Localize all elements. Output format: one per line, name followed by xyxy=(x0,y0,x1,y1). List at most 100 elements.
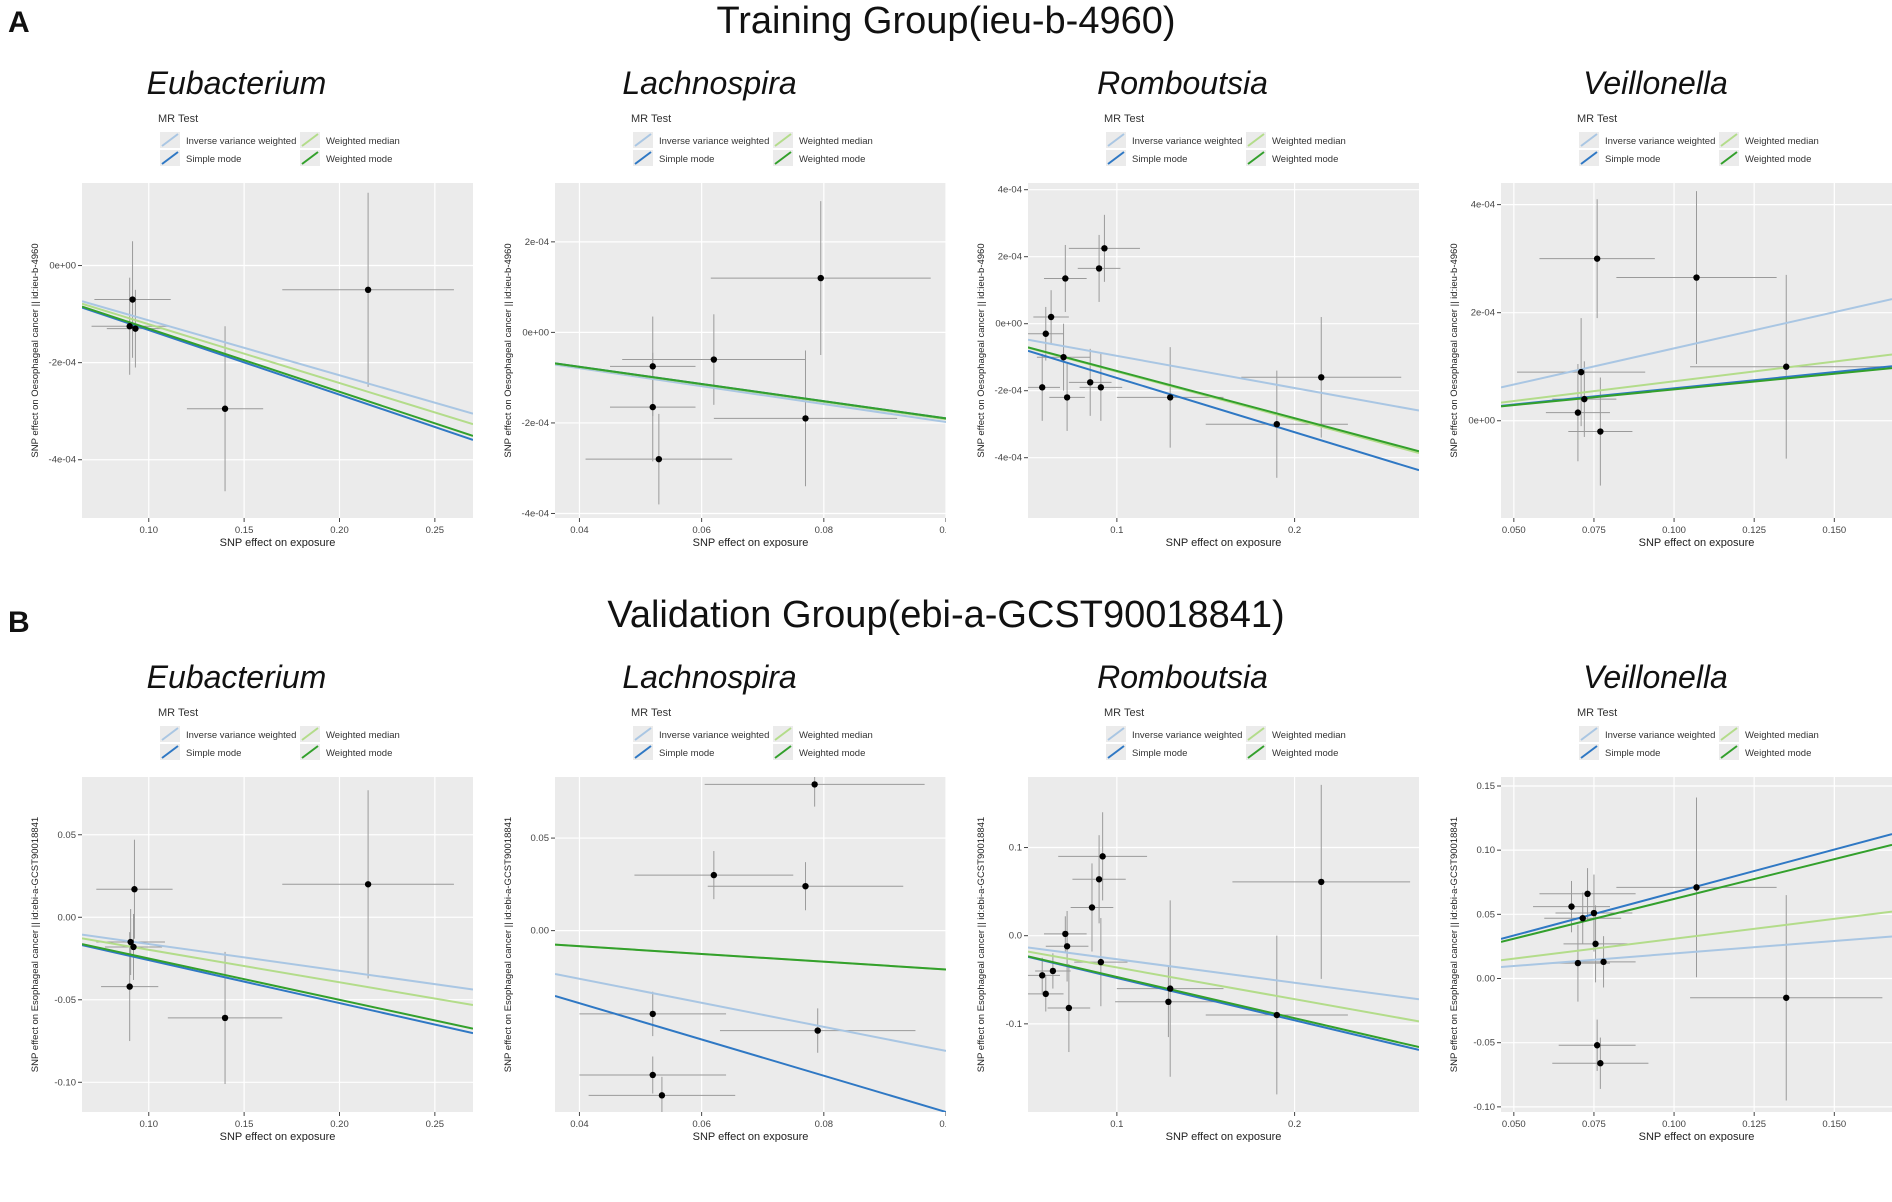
legend-label: Inverse variance weighted xyxy=(1605,730,1715,741)
y-axis-label: SNP effect on Esophageal cancer || id:eb… xyxy=(1449,817,1460,1072)
y-tick-label: 0.05 xyxy=(531,833,550,844)
data-point xyxy=(1039,972,1046,979)
y-tick-label: -2e-04 xyxy=(522,418,549,429)
legend-label: Simple mode xyxy=(1132,748,1187,759)
legend-swatch xyxy=(301,151,319,165)
legend-swatch xyxy=(1247,151,1265,165)
mr-line xyxy=(1028,349,1419,472)
data-point xyxy=(1062,930,1069,938)
data-point xyxy=(221,405,229,412)
legend-title: MR Test xyxy=(1577,113,1617,125)
panel-a-letter: A xyxy=(8,6,30,39)
data-point xyxy=(126,323,133,330)
y-tick-label: 0.05 xyxy=(58,830,77,841)
mr-line xyxy=(555,362,946,420)
x-axis-label: SNP effect on exposure xyxy=(1639,1131,1755,1142)
chart-svg: Eubacterium MR Test Inverse variance weigh… xyxy=(30,659,473,1142)
x-tick-label: 0.25 xyxy=(426,1119,445,1130)
legend-swatch xyxy=(1720,727,1738,741)
x-tick-label: 0.1 xyxy=(1110,525,1123,536)
data-point xyxy=(1063,394,1071,401)
y-tick-label: 0.00 xyxy=(531,926,550,937)
plot-panel xyxy=(555,777,946,1112)
chart-title: Lachnospira xyxy=(622,65,796,101)
mr-line xyxy=(82,300,473,415)
x-axis-label: SNP effect on exposure xyxy=(1639,537,1755,548)
validation-group-title: Validation Group(ebi-a-GCST90018841) xyxy=(607,594,1285,636)
legend-label: Weighted median xyxy=(799,136,873,147)
legend-title: MR Test xyxy=(158,707,198,719)
legend-swatch xyxy=(1247,133,1265,147)
data-point xyxy=(1060,354,1067,361)
plot-area xyxy=(555,777,946,1112)
x-tick-label: 0.050 xyxy=(1502,525,1526,536)
data-point xyxy=(1693,884,1700,891)
x-axis-label: SNP effect on exposure xyxy=(1166,537,1282,548)
chart-training-eubacterium: Eubacterium MR Test Inverse variance weigh… xyxy=(0,48,473,608)
plot-panel xyxy=(1028,183,1419,518)
data-point xyxy=(129,296,136,303)
x-tick-label: 0.075 xyxy=(1582,1119,1606,1130)
y-axis-label: SNP effect on Oesophageal cancer || id:i… xyxy=(503,243,514,457)
y-tick-label: -2e-04 xyxy=(49,358,76,369)
mr-line xyxy=(1501,843,1892,943)
y-tick-label: -4e-04 xyxy=(49,455,76,466)
data-point xyxy=(1101,245,1108,252)
data-point xyxy=(1318,374,1325,381)
data-point xyxy=(710,871,718,879)
y-tick-label: 0.0 xyxy=(1009,931,1022,942)
data-point xyxy=(1095,876,1103,883)
data-point xyxy=(1577,368,1585,376)
data-point xyxy=(649,403,656,411)
legend-swatch xyxy=(301,745,319,759)
x-axis-label: SNP effect on exposure xyxy=(1166,1131,1282,1142)
legend-label: Simple mode xyxy=(186,748,241,759)
plot-area xyxy=(82,790,473,1084)
y-tick-label: 4e-04 xyxy=(1471,200,1495,211)
legend-title: MR Test xyxy=(158,113,198,125)
chart-training-veillonella: Veillonella MR Test Inverse variance weigh… xyxy=(1419,48,1892,608)
y-tick-label: 0e+00 xyxy=(1468,416,1495,427)
legend-title: MR Test xyxy=(1104,707,1144,719)
data-point xyxy=(655,455,663,463)
x-tick-label: 0.08 xyxy=(815,525,834,536)
legend-swatch xyxy=(1107,727,1125,741)
x-tick-label: 0.125 xyxy=(1742,525,1766,536)
legend-title: MR Test xyxy=(1104,113,1144,125)
legend-title: MR Test xyxy=(1577,707,1617,719)
chart-svg: Romboutsia MR Test Inverse variance weight… xyxy=(976,65,1419,548)
legend-swatch xyxy=(634,133,652,147)
y-tick-label: -2e-04 xyxy=(995,386,1022,397)
y-axis-label: SNP effect on Esophageal cancer || id:eb… xyxy=(976,817,987,1072)
data-point xyxy=(1047,313,1055,321)
data-point xyxy=(1783,994,1790,1001)
data-point xyxy=(1165,998,1172,1006)
legend-label: Weighted median xyxy=(326,136,400,147)
legend-swatch xyxy=(161,727,179,741)
chart-svg: Eubacterium MR Test Inverse variance weigh… xyxy=(30,65,473,548)
legend-label: Weighted median xyxy=(799,730,873,741)
x-tick-label: 0.2 xyxy=(1288,1119,1301,1130)
legend-swatch xyxy=(634,151,652,165)
mr-line xyxy=(82,944,473,1035)
mr-line xyxy=(82,305,473,437)
data-point xyxy=(127,938,134,946)
data-point xyxy=(817,274,824,282)
data-point xyxy=(1584,890,1591,898)
legend-label: Simple mode xyxy=(659,154,714,165)
mr-line xyxy=(1501,935,1892,968)
data-point xyxy=(1318,878,1325,886)
legend-title: MR Test xyxy=(631,113,671,125)
y-tick-label: -4e-04 xyxy=(522,508,549,519)
legend: MR Test Inverse variance weighted Weighted… xyxy=(158,113,400,166)
chart-title: Lachnospira xyxy=(622,659,796,695)
data-point xyxy=(814,1027,821,1034)
x-tick-label: 0.06 xyxy=(692,525,711,536)
chart-validation-veillonella: Veillonella MR Test Inverse variance weigh… xyxy=(1419,642,1892,1202)
data-point xyxy=(1042,330,1049,337)
data-point xyxy=(130,943,137,951)
y-tick-label: -4e-04 xyxy=(995,453,1022,464)
legend-label: Weighted mode xyxy=(1745,154,1811,165)
data-point xyxy=(1592,940,1599,948)
data-point xyxy=(221,1014,229,1022)
